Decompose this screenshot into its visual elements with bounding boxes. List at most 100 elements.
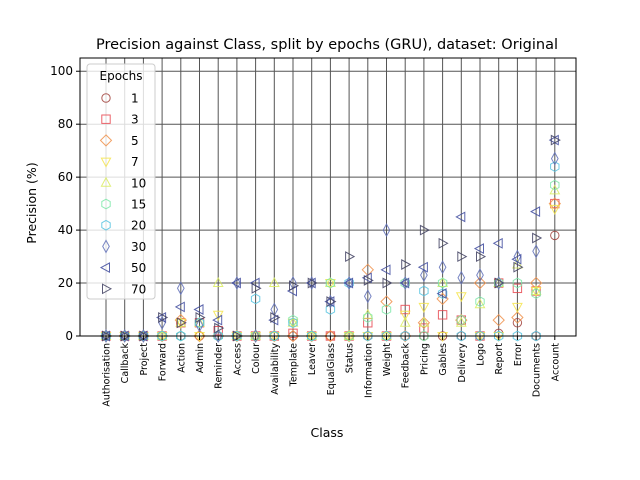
x-tick-label: Account <box>550 343 561 382</box>
data-point-10-Report <box>493 276 505 287</box>
x-tick-label: Information <box>363 343 374 398</box>
data-point-15-Pricing <box>419 330 429 342</box>
x-tick-label: Callback <box>120 343 131 384</box>
legend-label-3: 3 <box>131 113 139 127</box>
x-tick-label: EqualGlass <box>326 343 337 395</box>
y-axis-label: Precision (%) <box>24 162 39 243</box>
data-point-50-Action <box>174 301 185 313</box>
data-point-20-Weight <box>381 330 392 342</box>
data-point-70-Reminder <box>214 322 225 334</box>
data-point-30-Admin <box>195 318 204 333</box>
data-point-20-Gables <box>437 288 448 299</box>
data-point-50-Logo <box>473 243 484 255</box>
series-20 <box>101 161 560 342</box>
data-point-7-Callback <box>119 332 131 343</box>
x-tick-label: Action <box>176 343 187 373</box>
data-point-70-Template <box>289 280 300 292</box>
data-point-7-Delivery <box>455 292 467 303</box>
data-point-70-Delivery <box>457 251 468 263</box>
data-point-3-Gables <box>437 310 448 320</box>
y-tick-label: 80 <box>58 117 73 131</box>
legend-marker-15 <box>101 198 111 210</box>
data-point-50-Delivery <box>455 211 466 223</box>
data-point-15-Gables <box>437 277 448 289</box>
data-point-5-Template <box>286 329 300 343</box>
data-point-5-Report <box>492 313 505 327</box>
data-point-20-Delivery <box>456 330 466 342</box>
data-point-15-EqualGlass <box>325 277 336 289</box>
data-point-50-Error <box>511 253 522 265</box>
data-point-70-Forward <box>158 312 169 323</box>
data-point-10-Delivery <box>455 316 467 327</box>
legend-label-15: 15 <box>131 198 146 212</box>
chart-title: Precision against Class, split by epochs… <box>96 37 558 53</box>
data-point-5-Error <box>511 311 524 324</box>
x-tick-label: Colour <box>251 343 262 374</box>
legend-marker-3 <box>101 114 111 124</box>
data-point-20-Template <box>288 317 298 329</box>
data-point-70-Status <box>345 251 356 263</box>
y-tick-label: 60 <box>58 170 73 184</box>
data-point-70-Colour <box>251 282 262 294</box>
data-point-10-Template <box>287 316 299 327</box>
x-tick-label: Report <box>494 343 505 375</box>
series-7 <box>100 204 561 343</box>
data-point-20-Authorisation <box>101 330 111 342</box>
data-point-7-Documents <box>530 287 542 298</box>
data-point-3-Reminder <box>213 326 223 336</box>
data-point-20-Documents <box>531 330 541 342</box>
data-point-15-Delivery <box>456 314 466 326</box>
data-point-15-Logo <box>475 296 485 307</box>
data-point-7-Status <box>343 332 355 343</box>
data-point-30-Account <box>550 151 559 166</box>
data-point-50-Weight <box>380 264 391 276</box>
data-point-30-Information <box>363 289 372 304</box>
data-point-70-Documents <box>532 232 543 244</box>
data-point-20-Callback <box>120 330 130 342</box>
data-point-7-Weight <box>381 332 392 343</box>
legend-marker-10 <box>100 176 112 187</box>
data-point-10-Gables <box>437 276 449 287</box>
y-tick-label: 0 <box>65 329 73 343</box>
legend-label-1: 1 <box>131 92 139 106</box>
data-point-7-Availability <box>268 332 280 343</box>
legend-label-70: 70 <box>131 282 146 296</box>
data-point-20-Logo <box>475 330 485 342</box>
legend-label-50: 50 <box>131 261 146 275</box>
data-point-70-Logo <box>476 251 487 263</box>
data-point-15-Weight <box>381 304 392 315</box>
legend-label-30: 30 <box>131 240 146 254</box>
data-point-50-Status <box>343 277 354 289</box>
data-point-15-Colour <box>250 330 261 342</box>
x-tick-label: Weight <box>382 343 393 376</box>
data-point-7-Access <box>231 332 243 343</box>
data-point-20-Error <box>512 330 523 342</box>
data-point-7-Admin <box>194 332 205 343</box>
data-point-70-Weight <box>382 277 393 289</box>
x-tick-label: Authorisation <box>102 343 113 407</box>
legend-title: Epochs <box>100 69 143 83</box>
data-point-20-Forward <box>157 330 167 342</box>
data-point-30-Template <box>289 275 297 291</box>
data-point-5-Weight <box>380 295 393 308</box>
data-point-7-Gables <box>437 332 449 343</box>
data-point-5-Pricing <box>417 316 431 330</box>
data-point-50-EqualGlass <box>324 296 335 308</box>
legend-label-5: 5 <box>131 134 139 148</box>
data-point-50-Documents <box>530 206 541 218</box>
data-point-15-Error <box>512 277 523 289</box>
data-point-3-Error <box>512 283 523 294</box>
data-point-70-Error <box>513 261 524 273</box>
data-point-20-Action <box>176 330 186 342</box>
data-point-30-Reminder <box>214 328 223 344</box>
data-point-50-Feedback <box>399 277 410 289</box>
data-point-20-Project <box>138 330 149 342</box>
x-tick-label: Documents <box>532 343 543 397</box>
data-point-7-Reminder <box>212 310 224 321</box>
data-point-30-Gables <box>438 260 447 275</box>
data-point-20-Leaver <box>307 330 317 342</box>
series-70 <box>102 134 561 342</box>
data-point-30-Availability <box>270 302 279 317</box>
data-point-50-Pricing <box>417 261 428 273</box>
